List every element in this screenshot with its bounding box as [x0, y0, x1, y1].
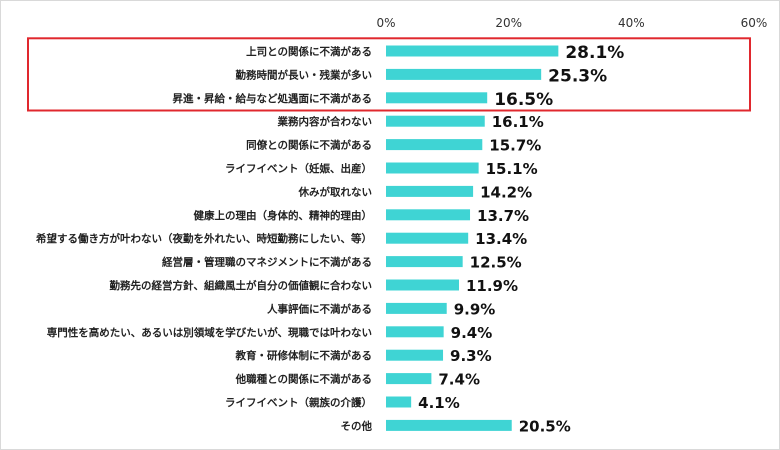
category-label: 業務内容が合わない — [277, 115, 373, 128]
bar — [386, 185, 474, 197]
category-label: 休みが取れない — [298, 185, 373, 198]
category-label: ライフイベント（妊娠、出産） — [225, 162, 372, 175]
category-label: 健康上の理由（身体的、精神的理由） — [194, 209, 373, 222]
bar — [386, 419, 512, 431]
bar — [386, 92, 488, 104]
category-label: 人事評価に不満がある — [267, 302, 372, 315]
data-label: 13.7% — [477, 207, 529, 225]
bar — [386, 45, 559, 57]
category-label: 上司との関係に不満がある — [246, 45, 372, 58]
data-label: 14.2% — [480, 183, 532, 201]
x-tick-label: 20% — [495, 16, 522, 30]
bars — [386, 45, 559, 431]
category-label: ライフイベント（親族の介護） — [225, 396, 372, 409]
data-label: 20.5% — [519, 417, 571, 435]
data-label: 4.1% — [418, 394, 460, 412]
category-label: 勤務時間が長い・残業が多い — [236, 68, 373, 81]
data-label: 7.4% — [438, 371, 480, 389]
value-labels: 28.1% 25.3% 16.5% 16.1% 15.7% 15.1% 14.2% 13.7%… — [418, 43, 624, 435]
bar — [386, 256, 463, 268]
bar — [386, 396, 412, 408]
data-label: 28.1% — [565, 43, 624, 63]
category-label: その他 — [341, 419, 373, 432]
category-label: 勤務先の経営方針、組織風土が自分の価値観に合わない — [110, 279, 373, 292]
category-label: 他職種との関係に不満がある — [235, 373, 372, 386]
bar — [386, 139, 483, 151]
data-label: 11.9% — [466, 277, 518, 295]
x-axis-ticks: 0% 20% 40% 60% — [376, 16, 767, 30]
data-label: 15.1% — [486, 160, 538, 178]
x-tick-label: 40% — [618, 16, 645, 30]
bar — [386, 326, 444, 338]
category-labels: 上司との関係に不満がある勤務時間が長い・残業が多い昇進・昇給・給与など処遇面に不… — [35, 45, 372, 432]
bar — [386, 302, 447, 314]
data-label: 9.3% — [450, 347, 492, 365]
bar — [386, 349, 444, 361]
data-label: 25.3% — [548, 66, 607, 86]
bar — [386, 373, 432, 385]
data-label: 9.4% — [451, 324, 493, 342]
bar — [386, 162, 479, 174]
category-label: 専門性を高めたい、あるいは別領域を学びたいが、現職では叶わない — [47, 326, 372, 339]
data-label: 16.5% — [494, 90, 553, 110]
data-label: 13.4% — [475, 230, 527, 248]
bar — [386, 279, 459, 291]
category-label: 同僚との関係に不満がある — [246, 139, 372, 152]
x-tick-label: 0% — [376, 16, 395, 30]
data-label: 9.9% — [454, 300, 496, 318]
bar — [386, 232, 469, 244]
bar — [386, 115, 485, 127]
category-label: 昇進・昇給・給与など処遇面に不満がある — [173, 92, 373, 105]
category-label: 経営層・管理職のマネジメントに不満がある — [162, 256, 372, 269]
data-label: 15.7% — [489, 137, 541, 155]
category-label: 希望する働き方が叶わない（夜勤を外れたい、時短勤務にしたい、等） — [35, 232, 372, 245]
category-label: 教育・研修体制に不満がある — [235, 349, 373, 362]
data-label: 12.5% — [470, 254, 522, 272]
bar — [386, 68, 542, 80]
highlight-box — [27, 37, 751, 112]
x-tick-label: 60% — [741, 16, 768, 30]
bar — [386, 209, 471, 221]
data-label: 16.1% — [492, 113, 544, 131]
